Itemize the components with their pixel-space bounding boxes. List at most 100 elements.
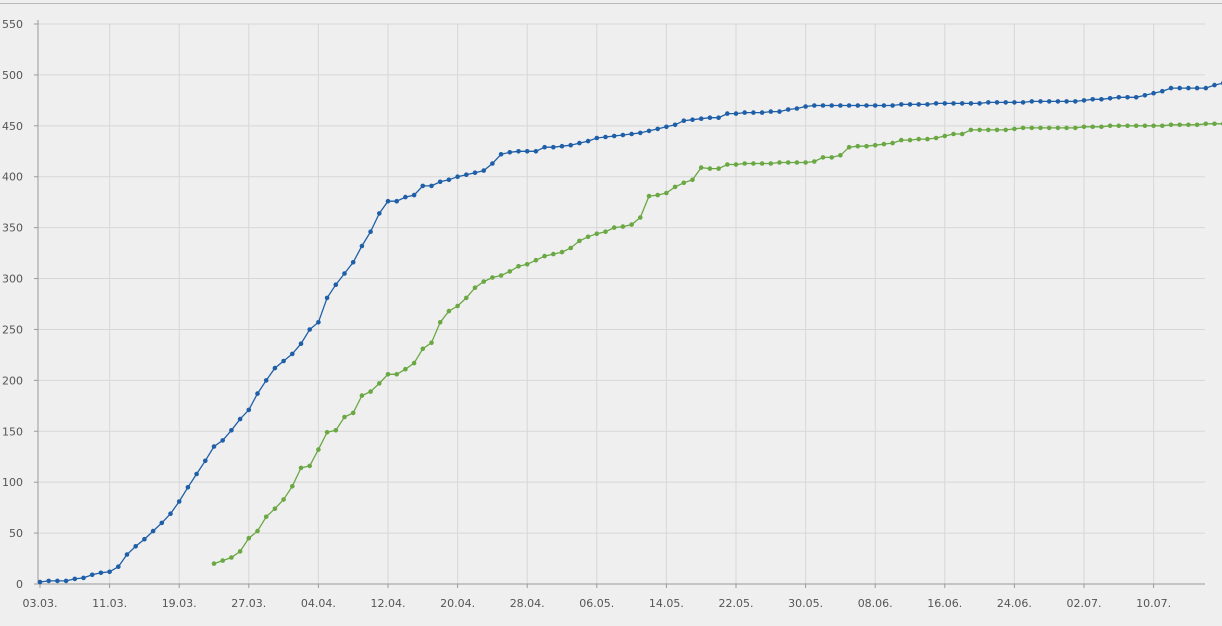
data-point [281,497,286,502]
data-point [542,144,547,150]
data-point [716,115,721,120]
data-point [55,578,60,584]
data-point [672,184,678,190]
data-point [603,134,608,140]
data-point [263,514,269,520]
data-point [855,143,861,149]
data-point [464,295,469,301]
data-point [890,140,895,146]
data-point [820,103,826,108]
data-point [524,262,530,267]
data-point [725,111,730,116]
data-point [733,111,739,116]
x-tick-label: 04.04. [301,597,336,610]
data-point [1003,100,1008,105]
data-point [229,555,234,560]
x-tick-label: 02.07. [1067,597,1102,610]
data-point [333,282,339,288]
data-point [464,172,469,177]
x-tick-label: 20.04. [440,597,475,610]
data-point [951,131,956,137]
data-point [377,381,382,386]
data-point [629,131,634,137]
data-point [1160,123,1165,129]
data-point [803,104,808,109]
data-point [368,389,373,394]
data-point [1142,123,1148,129]
data-point [994,127,1000,133]
data-point [185,485,191,490]
data-point [98,570,104,576]
data-point [1203,85,1209,91]
data-point [133,544,138,549]
data-point [377,211,382,216]
y-tick-label: 300 [2,273,23,286]
data-point [342,414,347,420]
data-point [298,465,304,471]
data-point [316,320,321,325]
data-point [298,341,304,347]
data-point [168,511,173,516]
data-point [907,137,913,143]
data-point [89,572,95,578]
data-point [524,149,530,154]
series-1 [37,81,1222,585]
data-point [977,101,982,106]
data-point [159,520,165,526]
data-point [742,161,747,166]
data-point [1142,93,1148,98]
data-point [559,249,565,255]
data-point [959,131,965,137]
data-point [81,575,86,581]
data-point [1194,85,1200,91]
data-point [1055,99,1061,104]
data-point [812,103,817,108]
data-point [664,124,669,130]
data-point [307,463,313,469]
data-point [481,168,487,173]
data-point [1107,123,1113,129]
data-point [925,136,930,142]
x-tick-label: 12.04. [371,597,406,610]
data-point [977,127,982,133]
x-tick-label: 30.05. [788,597,823,610]
x-tick-label: 27.03. [231,597,266,610]
data-point [350,410,356,416]
data-point [681,118,687,123]
x-tick-label: 11.03. [92,597,127,610]
data-point [385,198,391,204]
x-tick-label: 16.06. [927,597,962,610]
data-point [777,160,782,165]
data-point [290,351,295,357]
data-point [690,177,695,183]
data-point [1090,124,1095,130]
data-point [490,275,495,280]
y-tick-label: 550 [2,18,23,31]
series-2 [211,121,1222,566]
x-tick-label: 14.05. [649,597,684,610]
data-point [455,303,460,309]
data-point [507,150,513,155]
data-point [1029,99,1035,104]
data-point [585,138,591,144]
data-point [942,133,948,139]
x-tick-labels: 03.03. 11.03. 19.03. 27.03. 04.04. 12.04. 20.0… [23,597,1172,610]
data-point [638,215,643,220]
data-point [290,484,295,489]
data-point [359,393,365,398]
data-point [916,102,921,107]
data-point [307,327,313,332]
data-point [1090,97,1095,102]
y-tick-label: 400 [2,171,23,184]
data-point [594,135,600,141]
data-point [1081,124,1087,130]
data-point [794,160,800,165]
data-point [620,132,626,138]
data-point [385,372,391,377]
data-point [429,183,434,189]
data-point [777,109,782,114]
data-point [1003,127,1008,133]
x-tick-label: 10.07. [1136,597,1171,610]
data-point [1012,100,1017,105]
